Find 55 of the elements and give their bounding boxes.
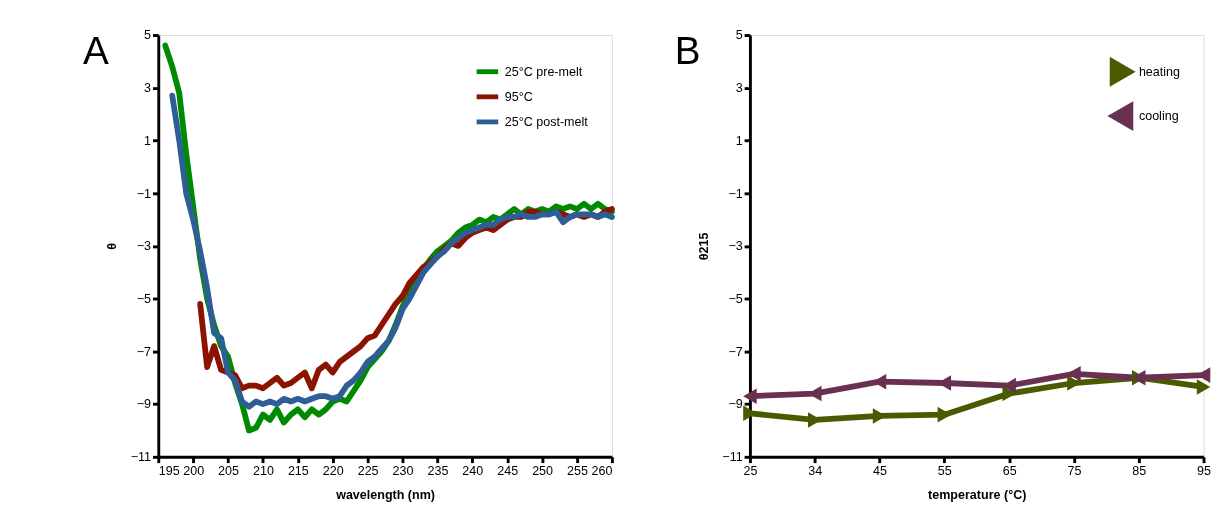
y-axis-title: θ <box>105 242 120 250</box>
x-tick-label: 95 <box>1197 463 1212 478</box>
legend-label: heating <box>1138 64 1181 79</box>
y-tick-label: −3 <box>728 239 743 254</box>
y-tick-label: 3 <box>144 81 152 96</box>
y-tick-label: 3 <box>735 81 743 96</box>
x-tick-label: 235 <box>427 463 449 478</box>
x-tick-label: 25 <box>743 463 758 478</box>
point <box>1002 377 1016 394</box>
x-tick-label: 210 <box>252 463 274 478</box>
point <box>743 388 757 404</box>
x-tick-label: 255 <box>567 463 588 478</box>
x-tick-label: 45 <box>873 463 888 478</box>
x-tick-label: 195 <box>158 463 180 478</box>
x-tick-label: 215 <box>287 463 309 478</box>
chart-title: B <box>674 29 701 72</box>
x-tick-label: 55 <box>937 463 952 478</box>
y-tick-label: −5 <box>136 292 152 306</box>
x-tick-label: 205 <box>218 463 240 478</box>
x-tick-label: 230 <box>392 463 414 478</box>
y-tick-label: −5 <box>728 292 743 306</box>
y-axis-title: θ215 <box>696 232 711 261</box>
y-tick-label: 5 <box>144 28 152 43</box>
y-tick-label: 5 <box>735 28 743 43</box>
x-tick-label: 34 <box>808 463 823 478</box>
y-tick-label: −11 <box>130 450 152 465</box>
y-tick-label: 1 <box>735 133 743 148</box>
legend-label: cooling <box>1138 108 1179 123</box>
x-tick-label: 250 <box>532 463 554 478</box>
legend-label: 95°C <box>504 89 533 104</box>
x-tick-label: 240 <box>462 463 484 478</box>
y-tick-label: −7 <box>136 344 152 359</box>
y-tick-label: −9 <box>728 397 743 412</box>
x-axis-title: wavelength (nm) <box>335 487 436 502</box>
y-tick-label: −11 <box>722 450 743 465</box>
y-tick-label: −1 <box>136 186 152 201</box>
x-tick-label: 260 <box>591 463 613 478</box>
y-tick-label: −9 <box>136 397 152 412</box>
y-tick-label: −3 <box>136 239 152 254</box>
x-tick-label: 200 <box>183 463 205 478</box>
chart-title: A <box>83 29 109 72</box>
x-tick-label: 65 <box>1002 463 1017 478</box>
x-tick-label: 75 <box>1067 463 1082 478</box>
x-tick-label: 245 <box>497 463 519 478</box>
legend-label: 25°C pre-melt <box>504 64 583 79</box>
x-tick-label: 225 <box>357 463 379 478</box>
x-axis-title: temperature (°C) <box>928 487 1027 502</box>
y-tick-label: −7 <box>728 344 743 359</box>
x-tick-label: 85 <box>1132 463 1147 478</box>
y-tick-label: −1 <box>728 186 743 201</box>
x-tick-label: 220 <box>322 463 344 478</box>
legend-label: 25°C post-melt <box>504 114 589 129</box>
point <box>937 406 952 423</box>
point <box>1196 379 1211 395</box>
y-tick-label: 1 <box>144 133 152 148</box>
